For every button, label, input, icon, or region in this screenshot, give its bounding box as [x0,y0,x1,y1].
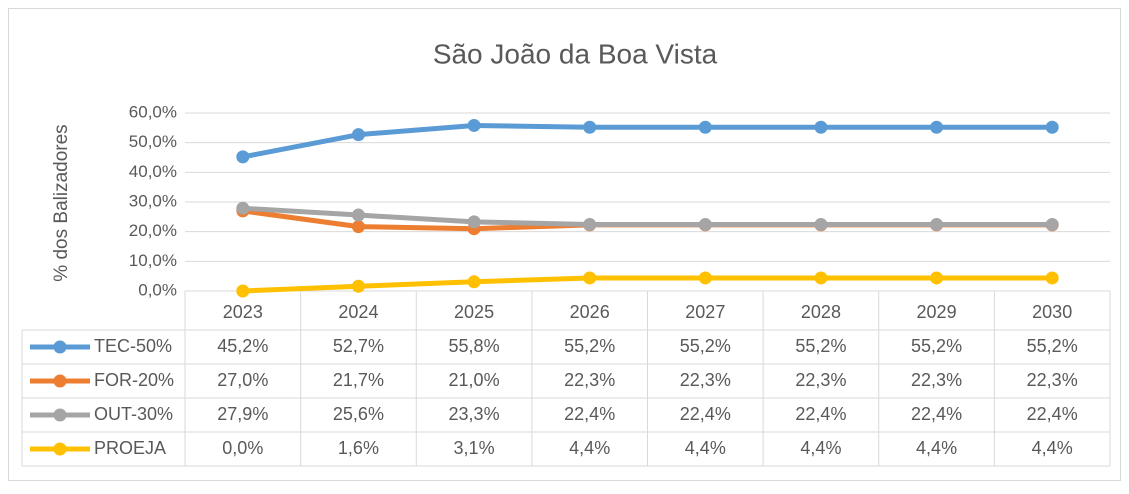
y-tick-label: 10,0% [129,251,177,270]
table-value: 22,3% [795,370,846,390]
table-value: 22,4% [795,404,846,424]
table-value: 0,0% [222,438,263,458]
marker [351,279,365,293]
marker [351,208,365,222]
table-value: 55,2% [680,336,731,356]
table-value: 4,4% [800,438,841,458]
table-value: 22,3% [1027,370,1078,390]
table-value: 3,1% [454,438,495,458]
table-value: 22,4% [680,404,731,424]
marker [930,218,944,232]
marker [814,120,828,134]
table-value: 21,0% [449,370,500,390]
y-tick-label: 40,0% [129,162,177,181]
y-tick-label: 20,0% [129,221,177,240]
table-value: 25,6% [333,404,384,424]
y-tick-label: 50,0% [129,132,177,151]
table-value: 4,4% [685,438,726,458]
table-value: 1,6% [338,438,379,458]
chart-title: São João da Boa Vista [433,38,718,69]
table-value: 55,2% [911,336,962,356]
marker [814,218,828,232]
series-line [242,205,1053,228]
table-value: 55,2% [795,336,846,356]
table-value: 27,9% [217,404,268,424]
marker [1045,218,1059,232]
x-tick-label: 2024 [338,302,378,322]
marker [236,284,250,298]
marker [1045,120,1059,134]
table-value: 4,4% [569,438,610,458]
table-value: 4,4% [1032,438,1073,458]
table-value: 22,4% [564,404,615,424]
legend-key-marker [53,374,67,388]
marker [698,271,712,285]
legend-key-marker [53,340,67,354]
series-line [242,122,1053,160]
marker [814,271,828,285]
legend-key-marker [53,442,67,456]
marker [930,271,944,285]
table-value: 4,4% [916,438,957,458]
marker [467,215,481,229]
marker [351,128,365,142]
table-value: 55,2% [564,336,615,356]
table-value: 22,4% [1027,404,1078,424]
legend-key-marker [53,408,67,422]
legend-label: PROEJA [94,438,166,458]
series-line [242,275,1053,294]
x-tick-label: 2029 [917,302,957,322]
table-value: 22,3% [680,370,731,390]
marker [467,275,481,289]
marker [1045,271,1059,285]
x-tick-label: 2025 [454,302,494,322]
x-tick-label: 2030 [1032,302,1072,322]
x-tick-label: 2027 [685,302,725,322]
legend-label: OUT-30% [94,404,173,424]
chart-border [8,8,1121,481]
y-tick-label: 30,0% [129,191,177,210]
table-value: 27,0% [217,370,268,390]
table-value: 45,2% [217,336,268,356]
table-value: 22,3% [911,370,962,390]
table-value: 21,7% [333,370,384,390]
y-tick-label: 60,0% [129,102,177,121]
table-value: 22,4% [911,404,962,424]
legend-label: FOR-20% [94,370,174,390]
table-value: 55,2% [1027,336,1078,356]
y-tick-label: 0,0% [138,280,177,299]
marker [583,120,597,134]
x-tick-label: 2028 [801,302,841,322]
marker [698,120,712,134]
x-tick-label: 2023 [223,302,263,322]
x-tick-label: 2026 [570,302,610,322]
marker [351,220,365,234]
table-value: 55,8% [449,336,500,356]
marker [236,201,250,215]
table-value: 22,3% [564,370,615,390]
marker [698,218,712,232]
marker [583,271,597,285]
table-value: 52,7% [333,336,384,356]
marker [583,218,597,232]
table-value: 23,3% [449,404,500,424]
marker [467,118,481,132]
marker [236,150,250,164]
legend-label: TEC-50% [94,336,172,356]
marker [930,120,944,134]
y-axis-label: % dos Balizadores [51,124,72,281]
